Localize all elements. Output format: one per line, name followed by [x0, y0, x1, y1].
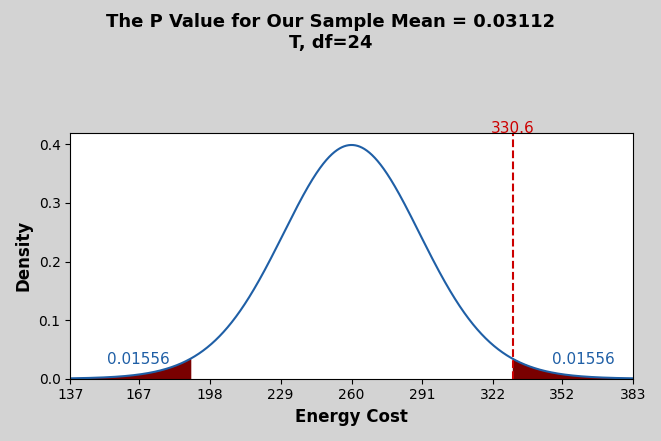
Y-axis label: Density: Density [15, 220, 33, 292]
Text: 330.6: 330.6 [491, 120, 535, 135]
Text: 0.01556: 0.01556 [107, 352, 170, 367]
X-axis label: Energy Cost: Energy Cost [295, 408, 408, 426]
Text: 0.01556: 0.01556 [552, 352, 615, 367]
Text: The P Value for Our Sample Mean = 0.03112
T, df=24: The P Value for Our Sample Mean = 0.0311… [106, 13, 555, 52]
